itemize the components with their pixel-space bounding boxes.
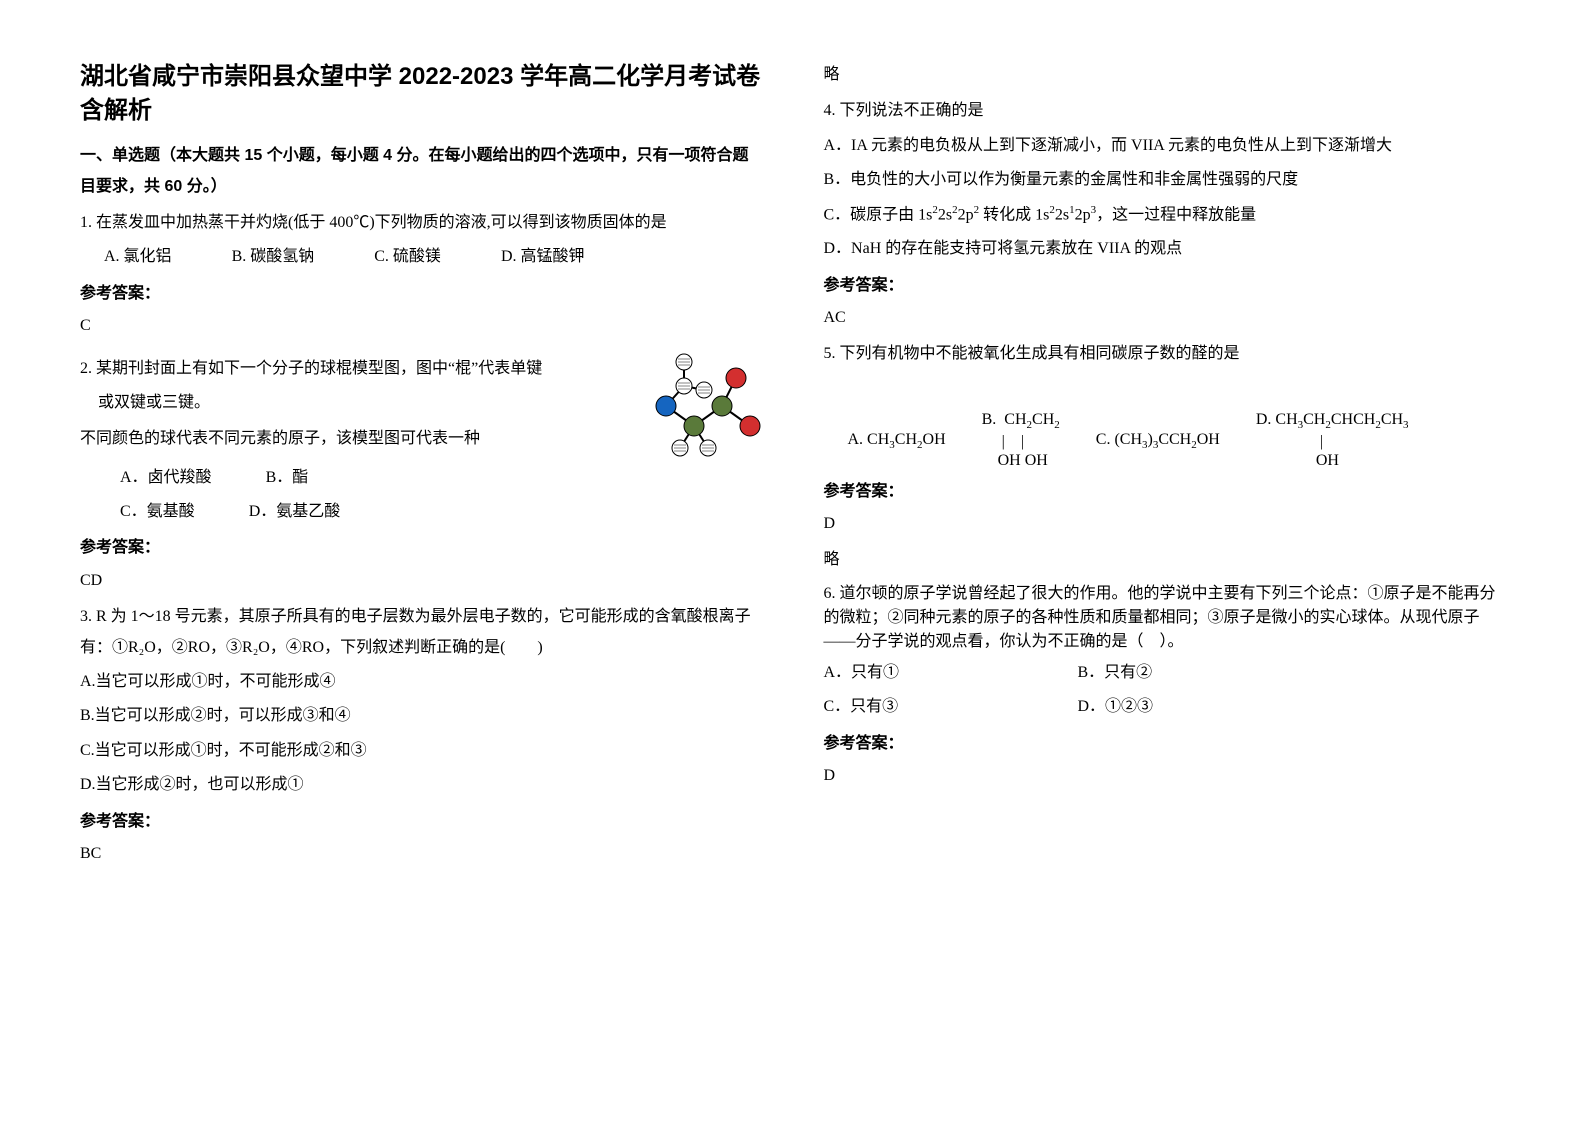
q4-opt-b: B．电负性的大小可以作为衡量元素的金属性和非金属性强弱的尺度 xyxy=(824,165,1508,195)
q2-opt-b: B．酯 xyxy=(266,463,309,493)
q3-answer: BC xyxy=(80,839,764,869)
q3-answer-label: 参考答案： xyxy=(80,807,764,837)
q5-answer: D xyxy=(824,509,1508,539)
q1-opt-a: A. 氯化铝 xyxy=(104,242,172,272)
q1-opt-c: C. 硫酸镁 xyxy=(374,242,441,272)
q6-opt-d: D．①②③ xyxy=(1078,692,1154,722)
q5-stem: 5. 下列有机物中不能被氧化生成具有相同碳原子数的醛的是 xyxy=(824,339,1508,369)
q4-opt-a: A．IA 元素的电负极从上到下逐渐减小，而 VIIA 元素的电负性从上到下逐渐增… xyxy=(824,131,1508,161)
q6-opt-c: C．只有③ xyxy=(824,692,1024,722)
exam-title: 湖北省咸宁市崇阳县众望中学 2022-2023 学年高二化学月考试卷含解析 xyxy=(80,60,764,127)
q3-opt-b: B.当它可以形成②时，可以形成③和④ xyxy=(80,701,764,731)
q2-options-row1: A．卤代羧酸 B．酯 xyxy=(120,463,764,493)
q5-opt-a: A. CH3CH2OH xyxy=(848,425,946,456)
q6-answer-label: 参考答案： xyxy=(824,729,1508,759)
q5-opt-c: C. (CH3)3CCH2OH xyxy=(1096,425,1220,456)
q1-answer-label: 参考答案： xyxy=(80,279,764,309)
molecule-icon xyxy=(644,348,764,458)
q2-opt-d: D．氨基乙酸 xyxy=(249,497,341,527)
q4-answer-label: 参考答案： xyxy=(824,271,1508,301)
q5-opt-d: D. CH3CH2CHCH2CH3 | OH xyxy=(1256,410,1409,471)
q1-opt-b: B. 碳酸氢钠 xyxy=(232,242,315,272)
q1-answer: C xyxy=(80,311,764,341)
q1-stem: 1. 在蒸发皿中加热蒸干并灼烧(低于 400℃)下列物质的溶液,可以得到该物质固… xyxy=(80,208,764,238)
q4-answer: AC xyxy=(824,303,1508,333)
q2-stem-2: 或双键或三键。 xyxy=(98,388,636,418)
q2-answer: CD xyxy=(80,566,764,596)
q1-options: A. 氯化铝 B. 碳酸氢钠 C. 硫酸镁 D. 高锰酸钾 xyxy=(104,242,764,272)
q3-opt-d: D.当它形成②时，也可以形成① xyxy=(80,770,764,800)
q2-answer-label: 参考答案： xyxy=(80,533,764,563)
q3-opt-c: C.当它可以形成①时，不可能形成②和③ xyxy=(80,736,764,766)
q6-options-row1: A．只有① B．只有② xyxy=(824,658,1508,688)
q5-explain: 略 xyxy=(824,545,1508,575)
q6-answer: D xyxy=(824,761,1508,791)
q3-opt-a: A.当它可以形成①时，不可能形成④ xyxy=(80,667,764,697)
q2-opt-c: C．氨基酸 xyxy=(120,497,195,527)
q4-opt-c: C．碳原子由 1s22s22p2 转化成 1s22s12p3，这一过程中释放能量 xyxy=(824,200,1508,231)
q2-stem-1: 2. 某期刊封面上有如下一个分子的球棍模型图，图中“棍”代表单键 xyxy=(80,354,636,384)
q2-stem-3: 不同颜色的球代表不同元素的原子，该模型图可代表一种 xyxy=(80,424,636,454)
q5-options: A. CH3CH2OH B. CH2CH2 | | OH OH C. (CH3)… xyxy=(848,410,1508,471)
q6-stem: 6. 道尔顿的原子学说曾经起了很大的作用。他的学说中主要有下列三个论点：①原子是… xyxy=(824,582,1508,654)
q5-opt-b: B. CH2CH2 | | OH OH xyxy=(982,410,1060,471)
q6-options-row2: C．只有③ D．①②③ xyxy=(824,692,1508,722)
section-1-heading: 一、单选题（本大题共 15 个小题，每小题 4 分。在每小题给出的四个选项中，只… xyxy=(80,141,764,202)
q4-stem: 4. 下列说法不正确的是 xyxy=(824,96,1508,126)
q6-opt-b: B．只有② xyxy=(1078,658,1153,688)
q3-explain: 略 xyxy=(824,60,1508,90)
q2-opt-a: A．卤代羧酸 xyxy=(120,463,212,493)
q2-options-row2: C．氨基酸 D．氨基乙酸 xyxy=(120,497,764,527)
q5-answer-label: 参考答案： xyxy=(824,477,1508,507)
q6-opt-a: A．只有① xyxy=(824,658,1024,688)
q4-opt-d: D．NaH 的存在能支持可将氢元素放在 VIIA 的观点 xyxy=(824,234,1508,264)
q3-stem: 3. R 为 1～18 号元素，其原子所具有的电子层数为最外层电子数的，它可能形… xyxy=(80,602,764,663)
q1-opt-d: D. 高锰酸钾 xyxy=(501,242,585,272)
